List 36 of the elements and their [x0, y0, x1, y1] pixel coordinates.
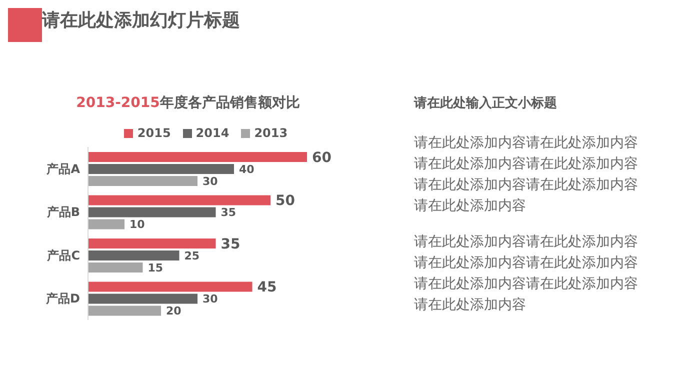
data-label: 60	[312, 150, 332, 166]
y-tick-label: 产品A	[46, 162, 81, 176]
data-label: 30	[202, 292, 218, 306]
legend-label: 2013	[253, 126, 288, 140]
text: 请在此处添加内容请在此处添加内容请在此处添加内容请在此处添加内容请在此处添加内容请在此处添加内容请在此处添加内容	[414, 233, 639, 315]
data-label: 10	[130, 218, 146, 232]
data-label: 35	[220, 236, 240, 252]
legend-label: 2015	[136, 126, 171, 140]
bar	[88, 164, 234, 174]
bar	[88, 152, 307, 162]
bar	[88, 262, 143, 272]
y-tick-label: 产品C	[46, 248, 80, 262]
data-label: 35	[220, 206, 236, 220]
data-label: 45	[257, 280, 277, 296]
legend-label: 2014	[194, 126, 230, 140]
text: 请在此处添加内容请在此处添加内容请在此处添加内容请在此处添加内容请在此处添加内容请在此处添加内容请在此处添加内容	[414, 134, 639, 216]
bar	[88, 250, 180, 260]
y-tick-label: 产品D	[45, 292, 80, 306]
bar	[88, 207, 216, 218]
bar	[88, 195, 270, 206]
data-label: 15	[148, 261, 164, 274]
bar	[88, 294, 198, 304]
text: 请在此处输入正文小标题	[414, 94, 557, 112]
bar	[88, 306, 161, 316]
data-label: 25	[184, 249, 200, 262]
bar	[88, 176, 198, 186]
bar	[88, 238, 216, 248]
y-tick-label: 产品B	[46, 205, 80, 220]
data-label: 20	[166, 304, 182, 318]
chart-title: 2013-2015年度各产品销售额对比	[75, 94, 301, 112]
bar	[88, 219, 124, 230]
data-label: 30	[202, 174, 218, 188]
data-label: 40	[239, 162, 255, 176]
text: 请在此处添加幻灯片标题	[42, 9, 240, 32]
data-label: 50	[276, 193, 296, 210]
bar	[88, 282, 252, 292]
